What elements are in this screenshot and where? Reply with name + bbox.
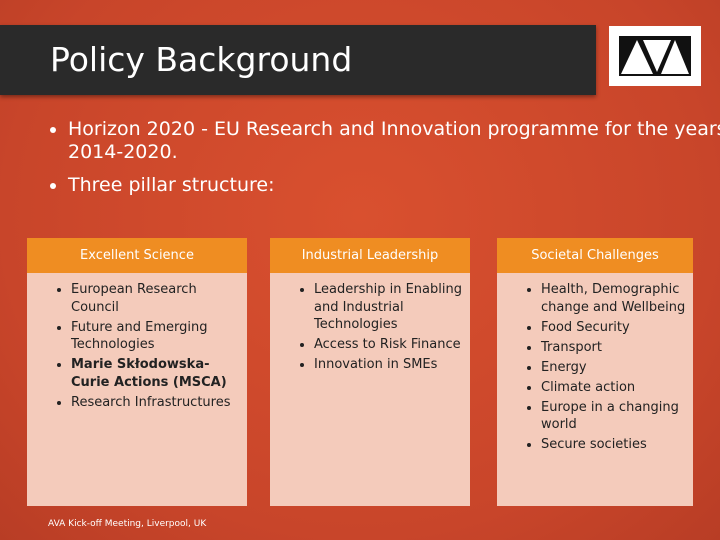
- pillar-column: Societal Challenges Health, Demographic c…: [497, 238, 693, 506]
- pillar-header: Excellent Science: [27, 238, 247, 273]
- bullet-list: Horizon 2020 - EU Research and Innovatio…: [30, 118, 720, 207]
- pillar-list: Health, Demographic change and Wellbeing…: [497, 281, 693, 454]
- pillar-item: Secure societies: [541, 436, 687, 454]
- pillar-item: Leadership in Enabling and Industrial Te…: [314, 281, 464, 334]
- pillar-item: Climate action: [541, 379, 687, 397]
- pillar-item: Marie Skłodowska-Curie Actions (MSCA): [71, 356, 241, 391]
- pillar-item: Food Security: [541, 319, 687, 337]
- footer: AVA Kick-off Meeting, Liverpool, UK: [48, 519, 207, 529]
- title-bar: Policy Background: [0, 25, 596, 95]
- bullet: Three pillar structure:: [68, 174, 720, 197]
- pillar-column: Industrial Leadership Leadership in Enabl…: [270, 238, 470, 506]
- pillar-item: Future and Emerging Technologies: [71, 319, 241, 354]
- pillar-item: Innovation in SMEs: [314, 356, 464, 374]
- pillar-item: Transport: [541, 339, 687, 357]
- logo-graphic: [619, 36, 691, 76]
- pillar-item: Research Infrastructures: [71, 394, 241, 412]
- bullet: Horizon 2020 - EU Research and Innovatio…: [68, 118, 720, 164]
- pillar-item: Access to Risk Finance: [314, 336, 464, 354]
- pillar-column: Excellent Science European Research Counc…: [27, 238, 247, 506]
- pillar-header: Industrial Leadership: [270, 238, 470, 273]
- logo: [609, 26, 701, 86]
- pillar-header: Societal Challenges: [497, 238, 693, 273]
- slide-title: Policy Background: [50, 40, 353, 79]
- pillar-item: Energy: [541, 359, 687, 377]
- pillar-list: European Research CouncilFuture and Emer…: [27, 281, 247, 411]
- pillar-list: Leadership in Enabling and Industrial Te…: [270, 281, 470, 374]
- pillar-item: European Research Council: [71, 281, 241, 316]
- pillar-item: Health, Demographic change and Wellbeing: [541, 281, 687, 316]
- pillar-item: Europe in a changing world: [541, 399, 687, 434]
